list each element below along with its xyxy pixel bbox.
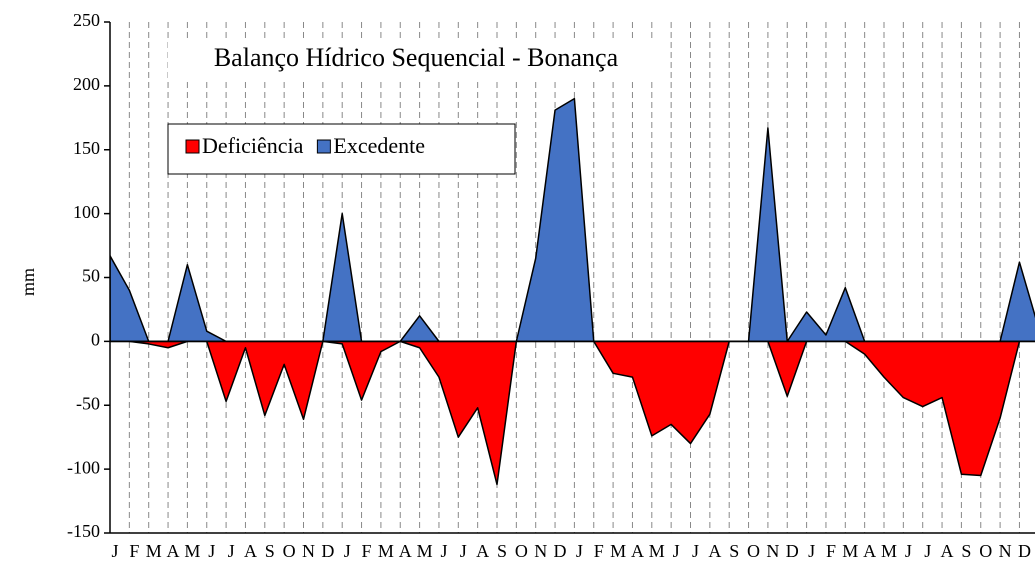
- y-tick-label: 200: [73, 74, 100, 94]
- x-tick-label: N: [534, 541, 547, 561]
- x-tick-label: J: [673, 541, 680, 561]
- y-tick-label: 0: [91, 330, 100, 350]
- x-tick-label: A: [399, 541, 412, 561]
- x-tick-label: A: [863, 541, 876, 561]
- area: [110, 340, 1035, 486]
- x-tick-label: F: [594, 541, 604, 561]
- x-tick-label: O: [515, 541, 528, 561]
- y-tick-label: 250: [73, 10, 100, 30]
- y-tick-label: -150: [67, 521, 100, 541]
- x-tick-label: J: [576, 541, 583, 561]
- x-tick-label: J: [905, 541, 912, 561]
- x-tick-label: J: [208, 541, 215, 561]
- x-tick-label: N: [302, 541, 315, 561]
- x-tick-label: D: [554, 541, 567, 561]
- x-tick-label: A: [708, 541, 721, 561]
- x-tick-label: S: [497, 541, 507, 561]
- x-tick-label: S: [729, 541, 739, 561]
- x-tick-label: M: [881, 541, 897, 561]
- x-tick-label: J: [460, 541, 467, 561]
- x-tick-label: A: [476, 541, 489, 561]
- x-tick-label: J: [808, 541, 815, 561]
- title-box: [168, 38, 665, 80]
- x-tick-label: M: [378, 541, 394, 561]
- y-axis-label: mm: [18, 268, 38, 296]
- x-tick-label: M: [610, 541, 626, 561]
- legend-box: [167, 123, 516, 175]
- x-tick-label: D: [1018, 541, 1031, 561]
- x-tick-label: M: [842, 541, 858, 561]
- x-tick-label: J: [228, 541, 235, 561]
- plot-area: [110, 22, 1035, 533]
- x-tick-label: J: [924, 541, 931, 561]
- legend-swatch: [316, 139, 331, 154]
- x-tick-label: A: [631, 541, 644, 561]
- chart-title: Balanço Hídrico Sequencial - Bonança: [214, 43, 619, 72]
- x-tick-label: S: [961, 541, 971, 561]
- x-tick-label: M: [184, 541, 200, 561]
- x-tick-label: J: [440, 541, 447, 561]
- x-tick-label: M: [417, 541, 433, 561]
- x-tick-label: J: [692, 541, 699, 561]
- x-tick-label: A: [941, 541, 954, 561]
- x-tick-label: M: [649, 541, 665, 561]
- x-tick-label: N: [766, 541, 779, 561]
- x-tick-label: D: [786, 541, 799, 561]
- y-tick-label: 150: [73, 138, 100, 158]
- x-tick-label: O: [747, 541, 760, 561]
- y-tick-label: -50: [76, 393, 100, 413]
- x-tick-label: A: [244, 541, 257, 561]
- x-tick-label: M: [146, 541, 162, 561]
- x-tick-label: O: [979, 541, 992, 561]
- x-tick-label: J: [111, 541, 118, 561]
- legend-swatch: [185, 139, 200, 154]
- x-tick-label: S: [265, 541, 275, 561]
- x-tick-label: J: [344, 541, 351, 561]
- x-tick-label: F: [826, 541, 836, 561]
- x-tick-label: O: [283, 541, 296, 561]
- x-tick-label: N: [999, 541, 1012, 561]
- legend-label: Deficiência: [202, 133, 304, 158]
- x-tick-label: D: [321, 541, 334, 561]
- y-tick-label: -100: [67, 457, 100, 477]
- y-tick-label: 50: [82, 266, 100, 286]
- x-tick-label: F: [362, 541, 372, 561]
- x-tick-label: F: [129, 541, 139, 561]
- y-tick-label: 100: [73, 202, 100, 222]
- legend-label: Excedente: [333, 133, 425, 158]
- x-tick-label: A: [167, 541, 180, 561]
